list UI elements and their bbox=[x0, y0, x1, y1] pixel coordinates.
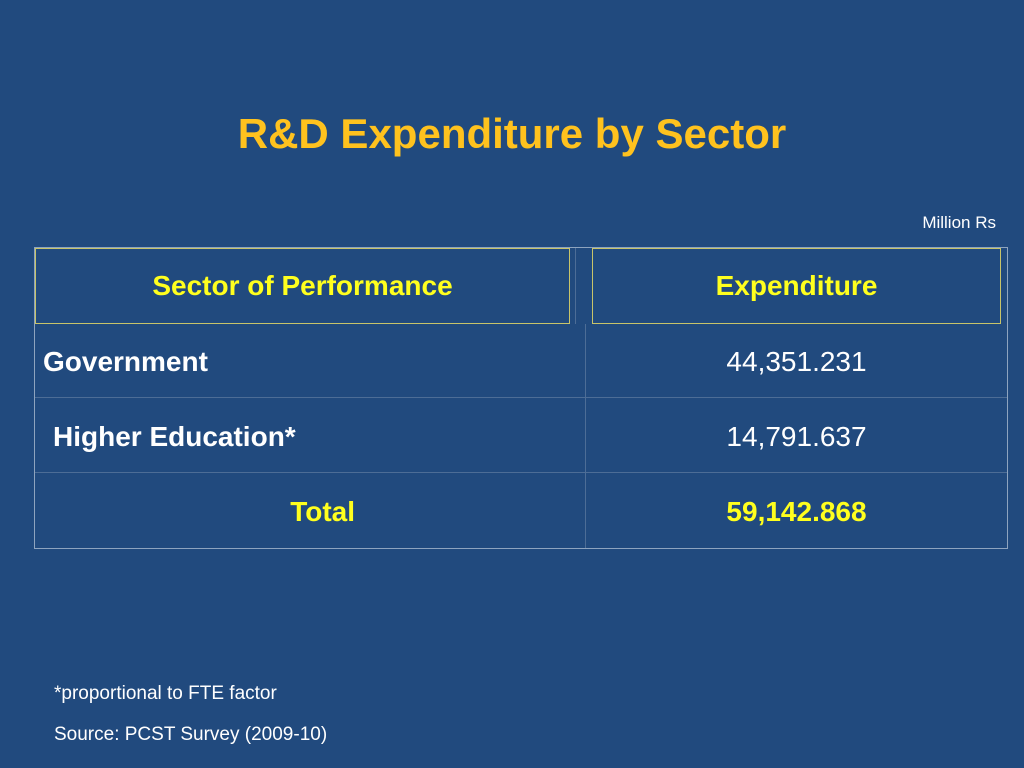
header-divider bbox=[575, 248, 576, 324]
row-divider bbox=[35, 397, 1007, 398]
column-divider bbox=[585, 324, 586, 548]
footnote-source: Source: PCST Survey (2009-10) bbox=[54, 724, 328, 745]
expenditure-table: Sector of Performance Expenditure Govern… bbox=[34, 247, 1008, 549]
total-label: Total bbox=[290, 495, 355, 527]
row-sector-label: Higher Education* bbox=[53, 420, 296, 452]
row-sector-label: Government bbox=[43, 345, 208, 377]
slide-title: R&D Expenditure by Sector bbox=[237, 110, 787, 157]
total-value: 59,142.868 bbox=[726, 495, 867, 527]
row-expenditure-value: 44,351.231 bbox=[726, 345, 867, 377]
unit-label: Million Rs bbox=[922, 213, 996, 232]
row-expenditure-value: 14,791.637 bbox=[726, 420, 867, 452]
header-expenditure: Expenditure bbox=[592, 248, 1001, 324]
header-sector: Sector of Performance bbox=[35, 248, 570, 324]
row-divider bbox=[35, 472, 1007, 473]
footnote-fte: *proportional to FTE factor bbox=[54, 683, 277, 704]
